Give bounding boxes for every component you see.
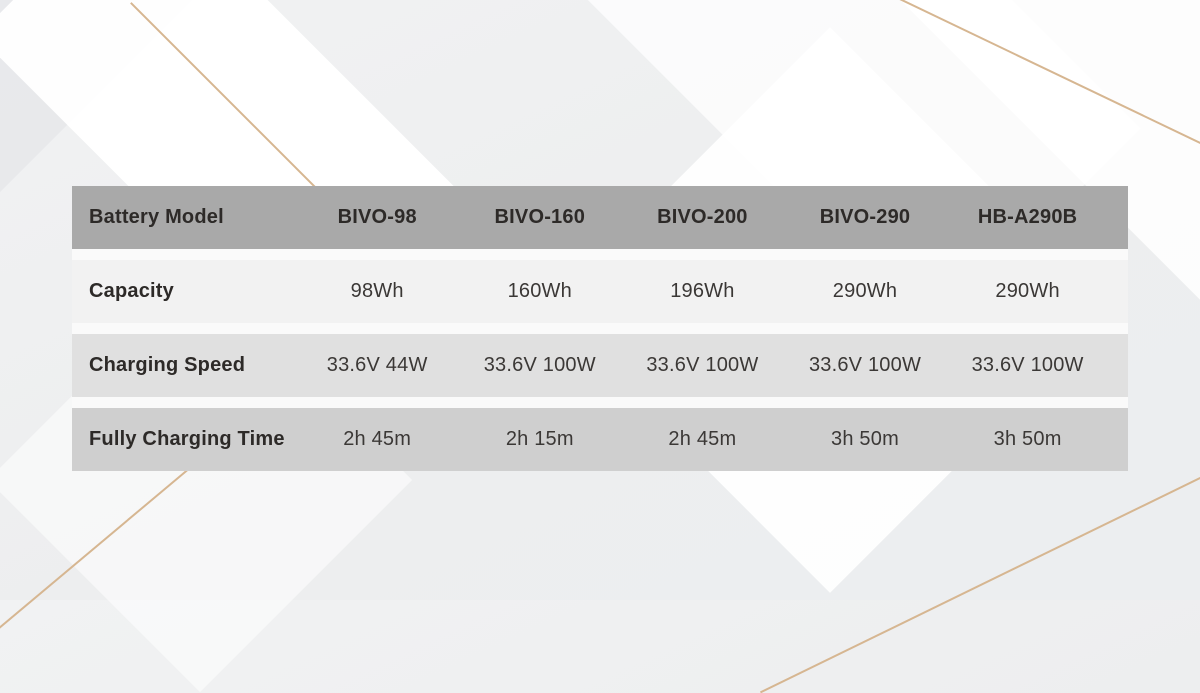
- charging-time-value: 2h 45m: [668, 428, 737, 450]
- capacity-value: 98Wh: [350, 280, 404, 302]
- row-label: Capacity: [89, 280, 174, 302]
- capacity-value: 160Wh: [507, 280, 572, 302]
- column-header-battery-model: Battery Model: [89, 206, 224, 228]
- capacity-value: 290Wh: [832, 280, 898, 302]
- charging-time-value: 2h 45m: [343, 428, 412, 450]
- table-row-charging-speed: Charging Speed 33.6V 44W 33.6V 100W 33.6…: [72, 334, 1128, 397]
- charging-time-value: 3h 50m: [993, 428, 1062, 450]
- column-header-bivo-290: BIVO-290: [819, 206, 911, 228]
- charging-speed-value: 33.6V 100W: [808, 354, 922, 376]
- charging-time-value: 3h 50m: [831, 428, 899, 450]
- capacity-value: 196Wh: [670, 280, 735, 302]
- table-row-fully-charging-time: Fully Charging Time 2h 45m 2h 15m 2h 45m…: [72, 408, 1128, 471]
- table-header-row: Battery Model BIVO-98 BIVO-160 BIVO-200 …: [72, 186, 1128, 249]
- charging-speed-value: 33.6V 100W: [646, 354, 759, 376]
- table-row-capacity: Capacity 98Wh 160Wh 196Wh 290Wh 290Wh: [72, 260, 1128, 323]
- charging-speed-value: 33.6V 100W: [483, 354, 596, 376]
- column-header-bivo-98: BIVO-98: [337, 206, 417, 228]
- battery-spec-table: Battery Model BIVO-98 BIVO-160 BIVO-200 …: [72, 186, 1128, 471]
- column-header-hb-a290b: HB-A290B: [977, 206, 1078, 228]
- charging-time-value: 2h 15m: [505, 428, 574, 450]
- column-header-bivo-200: BIVO-200: [657, 206, 748, 228]
- column-header-bivo-160: BIVO-160: [494, 206, 586, 228]
- charging-speed-value: 33.6V 44W: [326, 354, 428, 376]
- row-label: Charging Speed: [89, 354, 246, 376]
- charging-speed-value: 33.6V 100W: [971, 354, 1084, 376]
- row-label: Fully Charging Time: [89, 428, 285, 450]
- capacity-value: 290Wh: [995, 280, 1060, 302]
